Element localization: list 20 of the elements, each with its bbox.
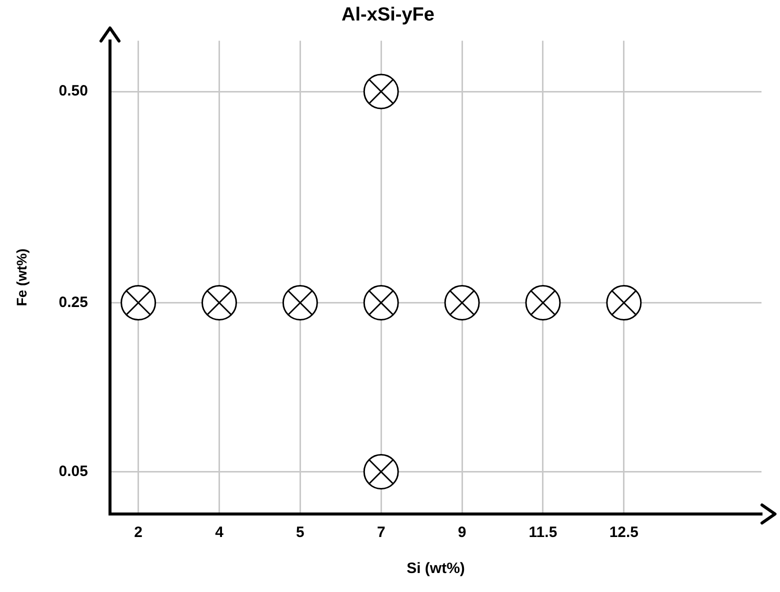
x-tick-label: 4 <box>215 524 224 542</box>
point <box>525 285 561 320</box>
y-axis-title: Fe (wt%) <box>13 248 30 306</box>
point <box>202 285 238 320</box>
x-tick-label: 7 <box>376 524 386 542</box>
y-tick-label: 0.25 <box>58 294 88 311</box>
point <box>282 285 318 320</box>
y-tick-label: 0.05 <box>58 462 88 480</box>
y-tick-label: 0.50 <box>58 82 88 100</box>
x-tick-label: 11.5 <box>528 524 558 542</box>
x-tick-label: 9 <box>458 524 466 542</box>
chart-title: Al-xSi-yFe <box>342 4 434 26</box>
x-axis-title: Si (wt%) <box>406 560 465 578</box>
x-tick-label: 12.5 <box>609 524 639 542</box>
point <box>444 285 480 320</box>
point <box>363 285 399 320</box>
point <box>606 285 642 320</box>
point <box>120 285 156 320</box>
x-tick-label: 5 <box>296 524 304 542</box>
x-tick-label: 2 <box>134 524 142 542</box>
